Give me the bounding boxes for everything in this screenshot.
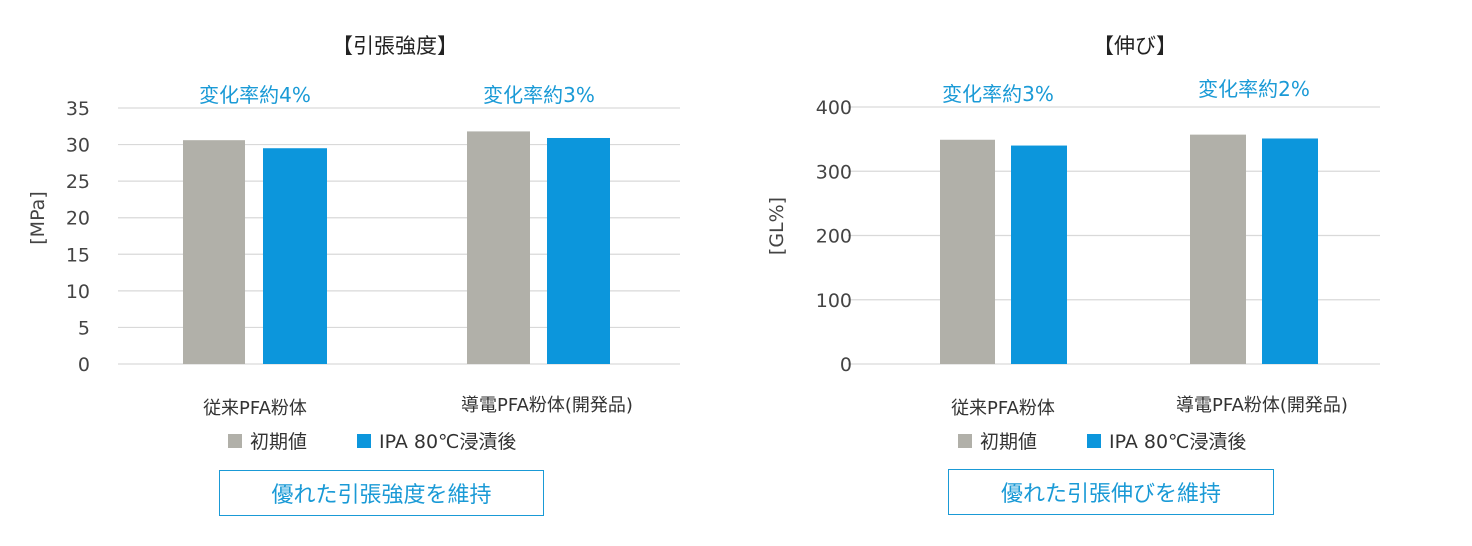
bars (940, 134, 1318, 364)
bar-after-ipa (263, 148, 327, 364)
bar-after-ipa (1011, 145, 1067, 364)
category-label: 導電PFA粉体(開発品) (1176, 395, 1348, 416)
legend-label-initial: 初期値 (250, 431, 307, 453)
legend-swatch-initial (228, 434, 242, 448)
chart-title: 【引張強度】 (332, 34, 458, 58)
elongation-chart: 【伸び】 0 100 200 300 400 [GL%] 変化率約3% 変化率約2% 従… (766, 34, 1380, 453)
legend-swatch-after (357, 434, 371, 448)
bar-initial (467, 131, 530, 364)
y-tick-label: 200 (816, 226, 852, 248)
y-tick-label: 5 (78, 317, 90, 339)
legend-swatch-after (1087, 434, 1101, 448)
y-tick-label: 25 (66, 171, 90, 193)
y-tick-label: 10 (66, 281, 90, 303)
legend-label-after: IPA 80℃浸漬後 (379, 431, 516, 453)
bar-initial (183, 140, 245, 364)
legend: 初期値 IPA 80℃浸漬後 (228, 431, 516, 453)
y-tick-label: 300 (816, 161, 852, 183)
note-box-tensile-strength: 優れた引張強度を維持 (219, 470, 544, 516)
bar-initial (1190, 134, 1246, 364)
change-rate-annotation: 変化率約4% (199, 83, 311, 107)
bar-after-ipa (547, 137, 610, 364)
legend-label-after: IPA 80℃浸漬後 (1109, 431, 1246, 453)
y-tick-label: 0 (78, 354, 90, 376)
legend-swatch-initial (958, 434, 972, 448)
bar-after-ipa (1262, 138, 1318, 364)
y-tick-label: 35 (66, 98, 90, 120)
legend-label-initial: 初期値 (980, 431, 1037, 453)
y-tick-label: 0 (840, 354, 852, 376)
y-tick-label: 15 (66, 244, 90, 266)
bar-initial (940, 139, 995, 364)
change-rate-annotation: 変化率約3% (942, 82, 1054, 106)
y-axis-ticks: 0 100 200 300 400 (816, 97, 852, 376)
change-rate-annotation: 変化率約2% (1198, 77, 1310, 101)
y-tick-label: 30 (66, 135, 90, 157)
y-axis-label: [GL%] (766, 197, 788, 255)
y-axis-ticks: 0 5 10 15 20 25 30 35 (66, 98, 90, 376)
bars (183, 131, 610, 364)
change-rate-annotation: 変化率約3% (483, 83, 595, 107)
chart-title: 【伸び】 (1093, 34, 1177, 58)
category-label: 導電PFA粉体(開発品) (461, 395, 633, 416)
y-tick-label: 400 (816, 97, 852, 119)
legend: 初期値 IPA 80℃浸漬後 (958, 431, 1246, 453)
category-label: 従来PFA粉体 (203, 398, 307, 419)
note-box-elongation: 優れた引張伸びを維持 (948, 469, 1274, 515)
category-label: 従来PFA粉体 (951, 398, 1055, 419)
y-axis-label: [MPa] (27, 191, 49, 244)
y-tick-label: 20 (66, 208, 90, 230)
tensile-strength-chart: 【引張強度】 0 5 10 15 20 25 30 35 [MPa] 変化率約4% 変化率約3… (27, 34, 680, 453)
y-tick-label: 100 (816, 290, 852, 312)
